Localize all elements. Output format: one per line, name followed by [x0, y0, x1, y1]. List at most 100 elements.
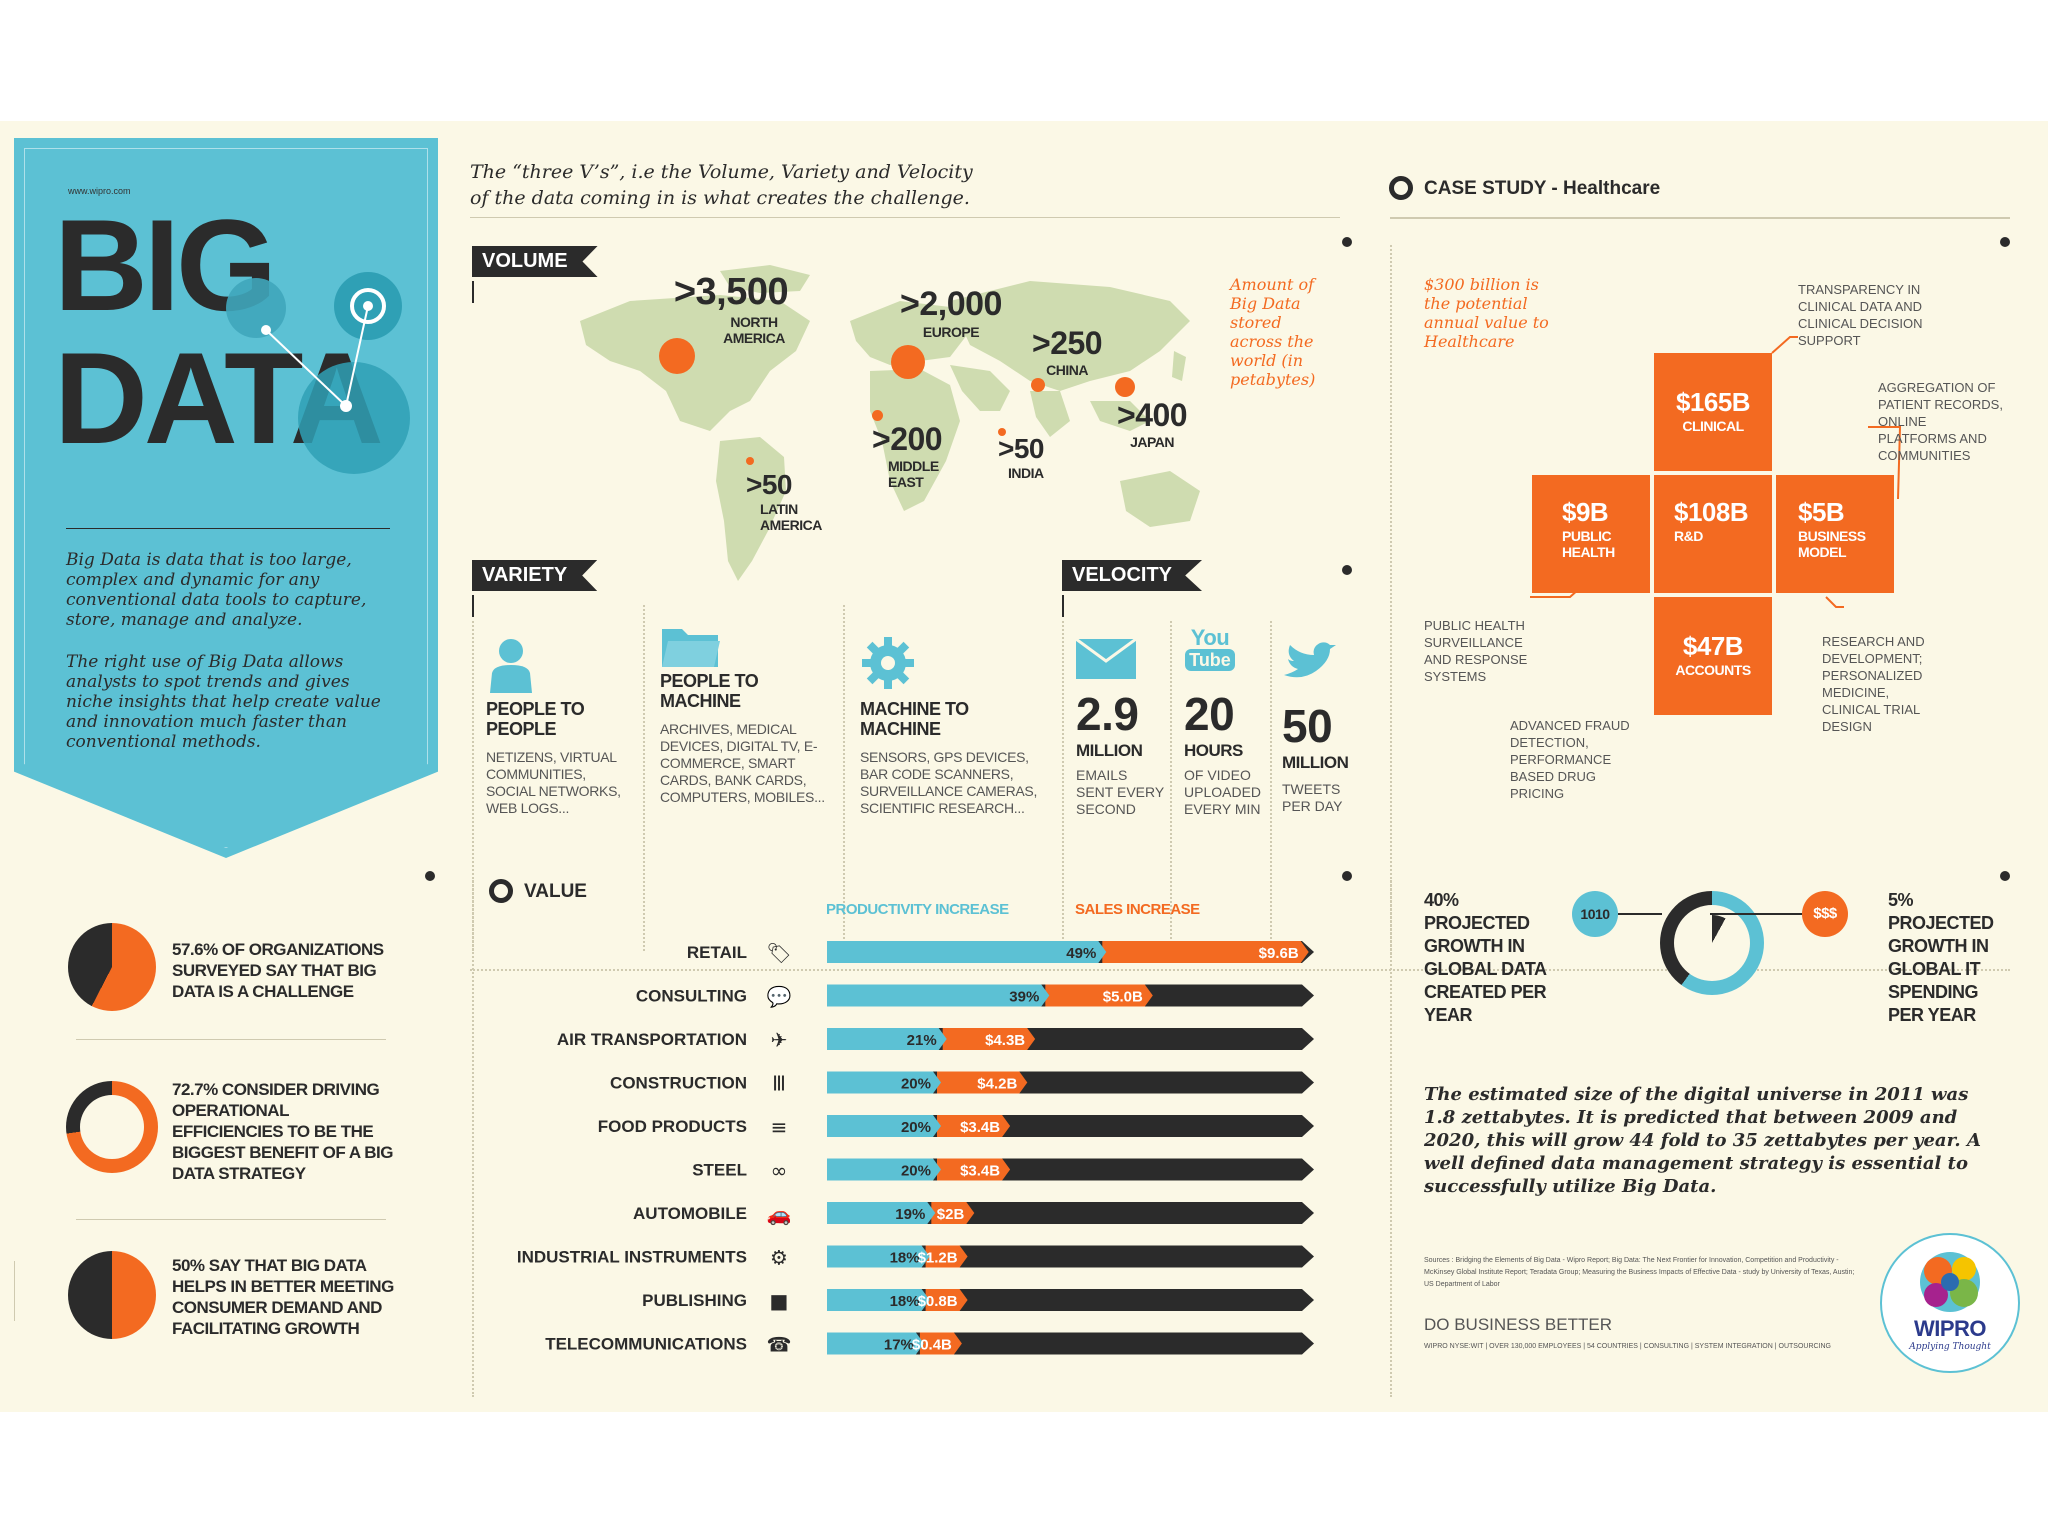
volume-caption: Amount of Big Data stored across the wor… — [1230, 275, 1316, 389]
sales-bar — [931, 1202, 975, 1224]
network-nodes-icon — [226, 272, 410, 474]
intro-text-2: The right use of Big Data allows analyst… — [66, 652, 381, 752]
annotation-business: AGGREGATION OF PATIENT RECORDS, ONLINE P… — [1878, 380, 2003, 463]
section-dot — [1342, 237, 1352, 247]
productivity-bar — [827, 1289, 930, 1311]
bar-row: FOOD PRODUCTS ≡ 20% $3.4B — [598, 1115, 1314, 1139]
sources-text: Sources : Bridging the Elements of Big D… — [1424, 1257, 1855, 1288]
region-middle-east: >200 MIDDLE EAST — [872, 421, 943, 490]
sales-label: $2B — [937, 1206, 965, 1223]
productivity-bar — [827, 1332, 924, 1355]
growth-right-text: 5% PROJECTED GROWTH IN GLOBAL IT SPENDIN… — [1888, 890, 1994, 1025]
intro-text-1: Big Data is data that is too large, comp… — [66, 550, 367, 630]
sales-label: $4.2B — [977, 1076, 1017, 1093]
case-study-title: CASE STUDY - Healthcare — [1424, 178, 1661, 199]
block-clinical: $165B CLINICAL — [1654, 353, 1772, 471]
region-japan: >400 JAPAN — [1117, 397, 1188, 450]
industry-icon: ⚙ — [770, 1246, 788, 1270]
sales-bar — [1045, 984, 1153, 1007]
productivity-bar — [827, 984, 1050, 1007]
productivity-label: 19% — [895, 1206, 925, 1223]
productivity-label: 20% — [901, 1119, 931, 1136]
bar-row: AUTOMOBILE 🚗 19% $2B — [633, 1202, 1314, 1226]
region-latin-america: >50 LATIN AMERICA — [746, 469, 822, 533]
annotation-rd: RESEARCH AND DEVELOPMENT; PERSONALIZED M… — [1822, 634, 1925, 734]
industry-icon: ∞ — [771, 1159, 788, 1183]
productivity-label: 18% — [890, 1293, 920, 1310]
envelope-icon — [1076, 639, 1136, 679]
productivity-label: 20% — [901, 1163, 931, 1180]
category-label: FOOD PRODUCTS — [598, 1117, 747, 1136]
industry-icon: ■ — [770, 1289, 789, 1313]
bar-row: INDUSTRIAL INSTRUMENTS ⚙ 18%$1.2B — [517, 1245, 1314, 1270]
sales-label: $0.4B — [912, 1337, 952, 1354]
wipro-logo: WIPRO Applying Thought — [1880, 1233, 2020, 1373]
block-accounts: $47B ACCOUNTS — [1654, 597, 1772, 715]
productivity-bar — [827, 1202, 936, 1224]
productivity-label: 18% — [890, 1250, 920, 1267]
category-label: RETAIL — [687, 943, 747, 962]
block-rd: $108B R&D — [1654, 475, 1772, 593]
sales-label: $0.8B — [918, 1293, 958, 1310]
productivity-label: 49% — [1066, 945, 1096, 962]
bar-row: CONSULTING 💬 39% $5.0B — [636, 984, 1314, 1009]
productivity-bar — [827, 1115, 941, 1137]
section-dot — [2000, 871, 2010, 881]
industry-icon: 💬 — [767, 985, 792, 1009]
category-label: TELECOMMUNICATIONS — [545, 1335, 747, 1354]
healthcare-note: $300 billion is the potential annual val… — [1424, 275, 1549, 351]
world-map — [580, 265, 1200, 581]
section-dot — [2000, 237, 2010, 247]
person-icon — [490, 639, 532, 693]
subtitle-line-1: The “three V’s”, i.e the Volume, Variety… — [470, 161, 973, 183]
productivity-bar — [827, 1245, 930, 1268]
productivity-label: 20% — [901, 1076, 931, 1093]
sales-label: $4.3B — [985, 1032, 1025, 1049]
half-pie-icon — [68, 1251, 156, 1339]
productivity-label: 17% — [884, 1337, 914, 1354]
industry-icon: ≡ — [771, 1115, 788, 1139]
infographic-poster: www.wipro.com BIG DATA Big Data is data … — [0, 121, 2048, 1412]
left-banner: www.wipro.com BIG DATA Big Data is data … — [14, 138, 438, 858]
section-dot — [1342, 565, 1352, 575]
sales-label: $9.6B — [1259, 945, 1299, 962]
value-ring-icon — [489, 879, 513, 903]
bar-row: PUBLISHING ■ 18%$0.8B — [642, 1289, 1314, 1313]
bar-row: STEEL ∞ 20% $3.4B — [692, 1158, 1314, 1183]
bar-row: AIR TRANSPORTATION ✈ 21% $4.3B — [557, 1028, 1314, 1052]
sales-bar — [925, 1245, 968, 1268]
region-europe: >2,000 EUROPE — [900, 285, 1002, 340]
category-label: AIR TRANSPORTATION — [557, 1030, 747, 1049]
donut-chart-icon — [66, 1081, 158, 1173]
region-china: >250 CHINA — [1032, 325, 1103, 378]
category-label: PUBLISHING — [642, 1291, 747, 1310]
industry-icon: ☎ — [767, 1333, 792, 1357]
category-label: AUTOMOBILE — [633, 1204, 747, 1223]
category-label: CONSULTING — [636, 987, 747, 1006]
industry-icon: Ⅲ — [772, 1072, 786, 1096]
productivity-label: 39% — [1009, 989, 1039, 1006]
site-url: www.wipro.com — [68, 186, 131, 196]
bubble-dollar: $$$ — [1802, 891, 1848, 937]
legend-productivity: PRODUCTIVITY INCREASE — [826, 901, 1009, 918]
value-chart: RETAIL 🏷 49% $9.6B CONSULTING 💬 39% $5.0B AIR TR… — [440, 931, 1320, 1381]
region-north-america: >3,500 NORTH AMERICA — [673, 271, 789, 346]
variety-tag: VARIETY — [472, 560, 598, 591]
growth-left-text: 40% PROJECTED GROWTH IN GLOBAL DATA CREA… — [1424, 890, 1547, 1025]
industry-icon: 🚗 — [767, 1202, 792, 1226]
productivity-bar — [827, 1158, 941, 1181]
case-study-ring-icon — [1389, 176, 1413, 200]
block-business-model: $5B BUSINESS MODEL — [1776, 475, 1894, 593]
stat-text-3: 50% SAY THAT BIG DATA HELPS IN BETTER ME… — [172, 1256, 394, 1338]
gear-icon — [862, 637, 914, 689]
productivity-label: 21% — [907, 1032, 937, 1049]
youtube-icon: You Tube — [1185, 627, 1235, 671]
bar-row: RETAIL 🏷 49% $9.6B — [687, 941, 1314, 965]
sales-bar — [1102, 941, 1309, 963]
productivity-bar — [827, 1028, 947, 1050]
region-india: >50 INDIA — [998, 433, 1045, 481]
annotation-clinical: TRANSPARENCY IN CLINICAL DATA AND CLINIC… — [1798, 282, 1923, 348]
sales-label: $1.2B — [918, 1250, 958, 1267]
annotation-accounts: ADVANCED FRAUD DETECTION, PERFORMANCE BA… — [1510, 718, 1630, 801]
sales-bar — [942, 1028, 1036, 1050]
